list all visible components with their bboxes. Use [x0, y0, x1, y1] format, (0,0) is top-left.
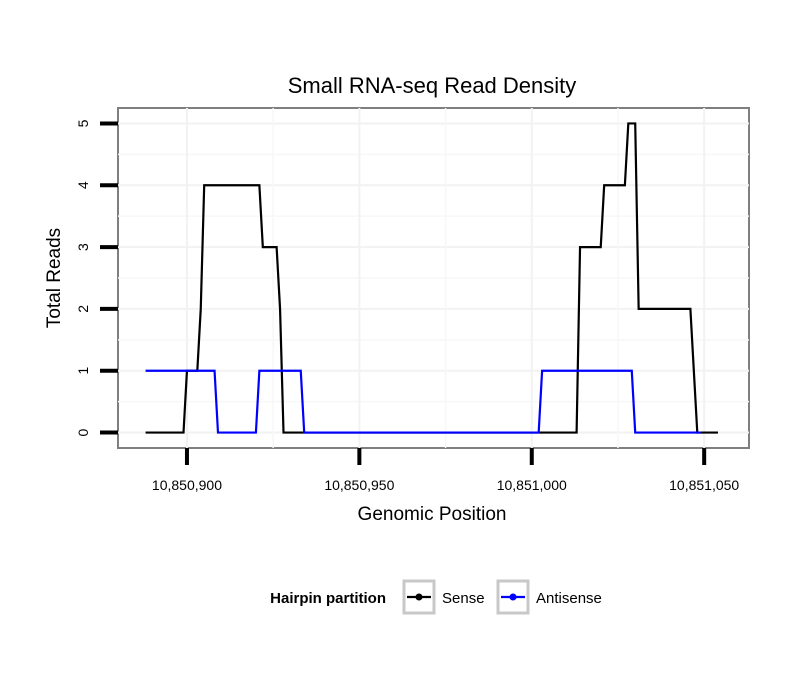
legend: Hairpin partition Sense Antisense [270, 579, 602, 615]
y-axis: 0 1 2 3 4 5 [75, 119, 118, 436]
y-tick-label: 3 [75, 243, 91, 251]
legend-items: Sense Antisense [402, 579, 602, 615]
y-tick-label: 2 [75, 305, 91, 313]
series-lines [145, 122, 718, 434]
x-axis: 10,850,900 10,850,950 10,851,000 10,851,050 [152, 448, 739, 493]
x-tick-label: 10,851,050 [669, 477, 739, 493]
x-tick-label: 10,850,950 [324, 477, 394, 493]
y-tick-label: 4 [75, 181, 91, 189]
x-tick-label: 10,851,000 [497, 477, 567, 493]
chart-title: Small RNA-seq Read Density [288, 73, 577, 98]
x-axis-title: Genomic Position [358, 504, 507, 525]
legend-item-label: Antisense [536, 590, 602, 607]
series-line-antisense [145, 369, 701, 434]
legend-item-label: Sense [442, 590, 485, 607]
series-line-sense [145, 122, 718, 434]
legend-title: Hairpin partition [270, 590, 386, 607]
y-tick-label: 0 [75, 428, 91, 436]
legend-key-point [509, 593, 517, 601]
y-axis-title: Total Reads [44, 228, 65, 328]
legend-key-point [415, 593, 423, 601]
y-tick-label: 1 [75, 367, 91, 375]
x-tick-label: 10,850,900 [152, 477, 222, 493]
y-tick-label: 5 [75, 119, 91, 127]
